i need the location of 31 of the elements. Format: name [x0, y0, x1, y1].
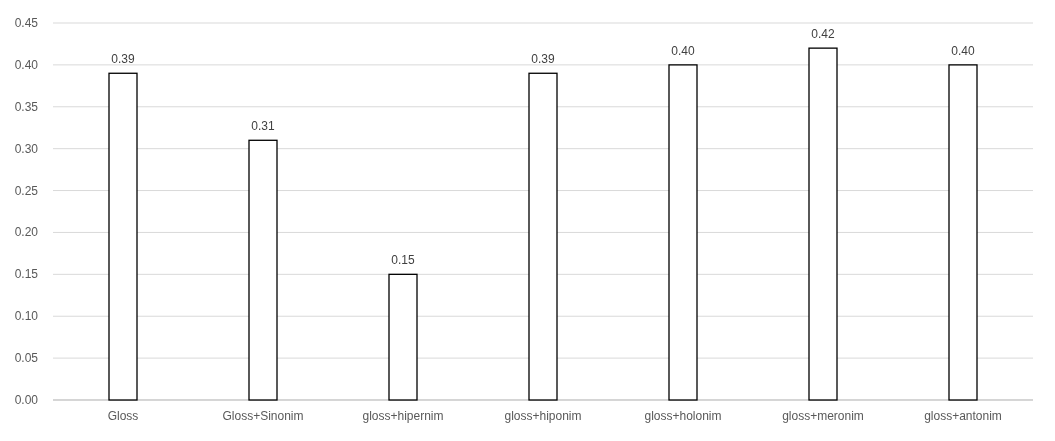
y-tick-label: 0.40: [14, 57, 39, 72]
bar: [528, 72, 558, 401]
x-tick-label: Gloss: [107, 409, 139, 423]
data-label: 0.42: [811, 27, 835, 42]
x-tick-label: gloss+holonim: [644, 409, 722, 423]
y-tick-label: 0.35: [14, 99, 39, 114]
bar: [388, 273, 418, 401]
data-label: 0.15: [391, 253, 415, 268]
y-tick-label: 0.30: [14, 141, 39, 156]
x-tick-label: gloss+antonim: [924, 409, 1002, 423]
y-tick-label: 0.20: [14, 225, 39, 240]
y-tick-label: 0.00: [14, 393, 39, 407]
y-tick-label: 0.10: [14, 309, 39, 324]
bar: [948, 64, 978, 401]
data-label: 0.39: [111, 52, 135, 67]
y-tick-label: 0.25: [14, 183, 39, 198]
y-tick-label: 0.45: [14, 16, 39, 30]
data-label: 0.40: [951, 43, 975, 58]
data-label: 0.31: [251, 119, 275, 134]
bar: [248, 139, 278, 401]
y-tick-label: 0.15: [14, 267, 39, 282]
data-label: 0.40: [671, 43, 695, 58]
data-label: 0.39: [531, 52, 555, 67]
x-tick-label: gloss+hiponim: [504, 409, 582, 423]
x-tick-label: gloss+meronim: [782, 409, 864, 423]
bar: [108, 72, 138, 401]
bar: [808, 47, 838, 401]
y-tick-label: 0.05: [14, 351, 39, 366]
x-tick-label: gloss+hipernim: [362, 409, 444, 423]
x-tick-label: Gloss+Sinonim: [222, 409, 304, 423]
bar: [668, 64, 698, 401]
